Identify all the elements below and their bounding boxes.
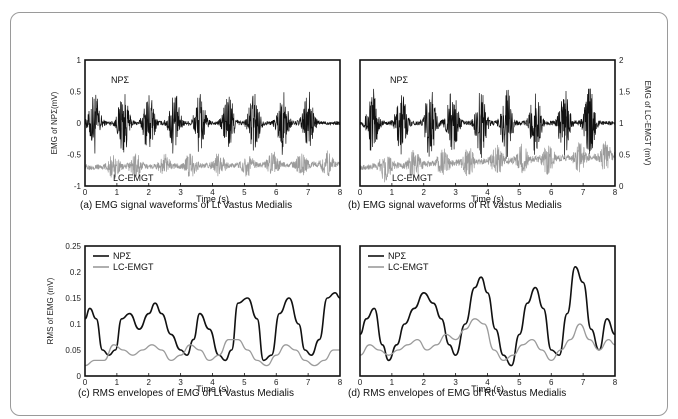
y-tick-label: -1: [74, 182, 82, 191]
y-tick-label: 1: [619, 119, 624, 128]
plot-area-b: [360, 88, 615, 183]
x-axis-label: Time (s): [471, 384, 504, 394]
x-tick-label: 3: [453, 378, 458, 387]
x-tick-label: 5: [517, 378, 522, 387]
x-tick-label: 7: [306, 188, 311, 197]
x-tick-label: 8: [338, 188, 343, 197]
x-tick-label: 8: [338, 378, 343, 387]
series-line-npe: [85, 291, 340, 362]
y-tick-label: 0.15: [65, 294, 81, 303]
x-tick-label: 8: [613, 188, 618, 197]
x-tick-label: 1: [390, 378, 395, 387]
y-tick-label: 0.25: [65, 242, 81, 251]
x-tick-label: 2: [422, 188, 427, 197]
series-line-lc-emgt: [85, 150, 340, 179]
x-tick-label: 0: [358, 188, 363, 197]
x-tick-label: 7: [581, 378, 586, 387]
panel-c: 0 1 2 3 4 5 6 7 8 Time (s) 0 0.05 0.1 0.15 0.2 0.25 RMS …: [46, 242, 343, 399]
x-tick-label: 5: [242, 378, 247, 387]
x-tick-label: 4: [210, 378, 215, 387]
x-axis-label: Time (s): [196, 384, 229, 394]
x-tick-label: 1: [390, 188, 395, 197]
x-tick-label: 8: [613, 378, 618, 387]
y-tick-label: 0.2: [70, 268, 82, 277]
y-tick-label: 1: [77, 56, 82, 65]
annotation-lc-emgt: LC-EMGT: [392, 173, 433, 183]
x-tick-label: 2: [147, 188, 152, 197]
series-line-npe: [85, 91, 340, 155]
x-tick-label: 0: [83, 378, 88, 387]
y-tick-label: 1.5: [619, 88, 631, 97]
x-axis-label: Time (s): [196, 194, 229, 204]
panel-caption: (c) RMS envelopes of EMG of Lt Vastus Me…: [78, 388, 294, 399]
x-tick-label: 3: [453, 188, 458, 197]
x-tick-label: 6: [549, 378, 554, 387]
x-tick-label: 3: [178, 188, 183, 197]
y-axis-label: RMS of EMG (mV): [46, 277, 55, 344]
x-tick-label: 5: [242, 188, 247, 197]
y-tick-label: 2: [619, 56, 624, 65]
x-tick-label: 2: [147, 378, 152, 387]
y-tick-label: 0.5: [70, 88, 82, 97]
legend-label: NPΣ: [113, 251, 132, 261]
y-tick-label: -0.5: [67, 151, 81, 160]
y-tick-label: 0.05: [65, 346, 81, 355]
x-tick-label: 4: [485, 188, 490, 197]
plot-area-a: [85, 91, 340, 179]
legend-label: LC-EMGT: [388, 262, 429, 272]
series-line-lc-emgt: [360, 141, 615, 183]
annotation-npe: NPΣ: [390, 75, 409, 85]
y-tick-label: 0.1: [70, 320, 82, 329]
panel-b: 0 1 2 3 4 5 6 7 8 Time (s) 0 0.5 1 1.5 2 EMG of LC-EMGT…: [348, 56, 652, 211]
series-line-lc-emgt: [85, 338, 340, 367]
y-tick-label: 0: [77, 119, 82, 128]
x-tick-label: 2: [422, 378, 427, 387]
x-tick-label: 4: [210, 188, 215, 197]
y-tick-label: 0.5: [619, 151, 631, 160]
x-tick-label: 3: [178, 378, 183, 387]
x-tick-label: 7: [581, 188, 586, 197]
plot-area-c: [85, 291, 340, 367]
x-tick-label: 1: [115, 378, 120, 387]
legend-label: NPΣ: [388, 251, 407, 261]
x-axis-label: Time (s): [471, 194, 504, 204]
plot-area-d: [360, 265, 615, 367]
y-tick-label: 0: [619, 182, 624, 191]
x-tick-label: 6: [274, 378, 279, 387]
x-tick-label: 5: [517, 188, 522, 197]
x-tick-label: 0: [83, 188, 88, 197]
annotation-npe: NPΣ: [111, 75, 130, 85]
y-axis-label: EMG of NPΣ(mV): [50, 91, 59, 154]
legend-label: LC-EMGT: [113, 262, 154, 272]
panel-caption: (a) EMG signal waveforms of Lt Vastus Me…: [80, 200, 292, 211]
x-tick-label: 1: [115, 188, 120, 197]
series-line-lc-emgt: [360, 318, 615, 362]
panel-caption: (d) RMS envelopes of EMG of Rt Vastus Me…: [348, 388, 566, 399]
series-line-npe: [360, 88, 615, 160]
panel-a: 0 1 2 3 4 5 6 7 8 Time (s) -1 -0.5 0 0.5 1 EMG of NPΣ(m…: [50, 56, 343, 211]
annotation-lc-emgt: LC-EMGT: [113, 173, 154, 183]
x-tick-label: 6: [549, 188, 554, 197]
x-tick-label: 0: [358, 378, 363, 387]
series-line-npe: [360, 265, 615, 367]
panel-caption: (b) EMG signal waveforms of Rt Vastus Me…: [348, 200, 562, 211]
y-tick-label: 0: [77, 372, 82, 381]
x-tick-label: 4: [485, 378, 490, 387]
x-tick-label: 6: [274, 188, 279, 197]
y-axis-label-right: EMG of LC-EMGT (mV): [643, 81, 652, 166]
x-tick-label: 7: [306, 378, 311, 387]
